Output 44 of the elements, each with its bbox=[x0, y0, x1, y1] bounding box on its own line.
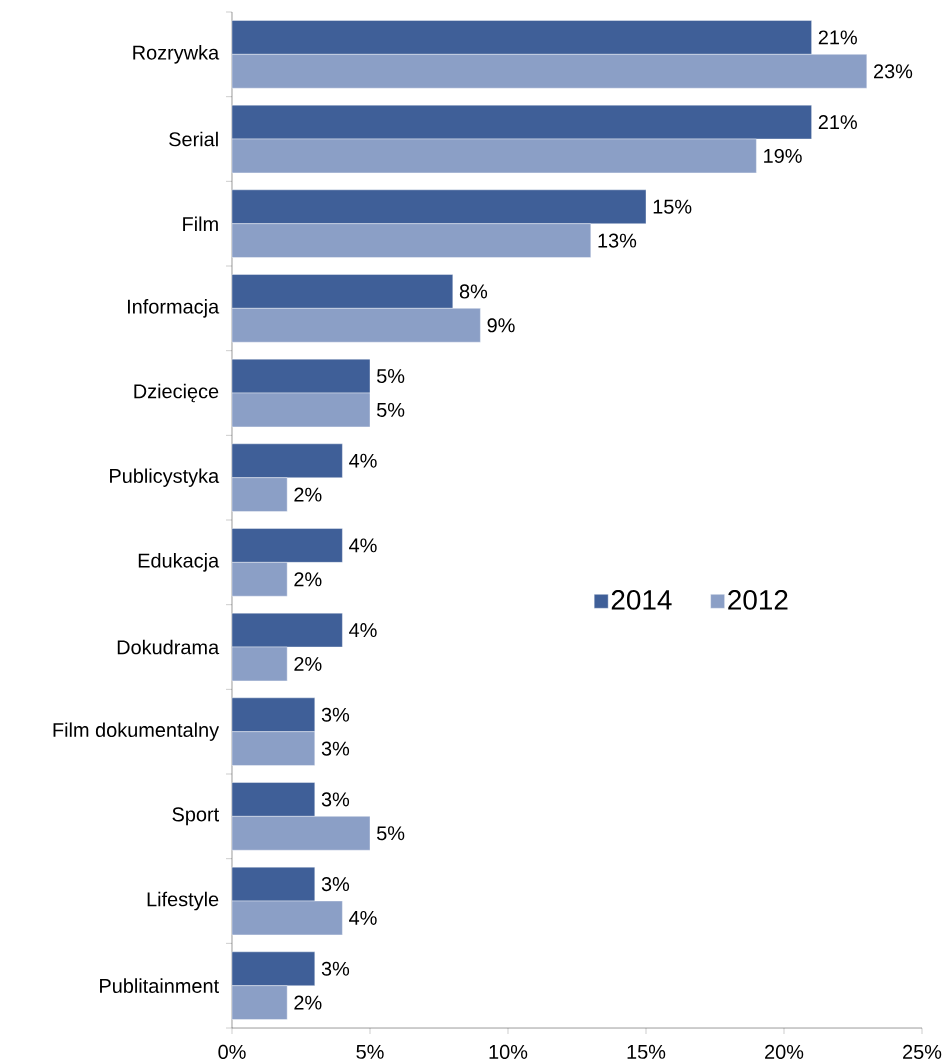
y-tick-label: Rozrywka bbox=[133, 45, 220, 64]
data-label: 2% bbox=[294, 656, 322, 671]
data-label: 2% bbox=[294, 572, 322, 587]
data-label: 13% bbox=[598, 233, 637, 248]
y-tick-label: Edukacja bbox=[138, 553, 220, 572]
data-label: 3% bbox=[321, 741, 350, 756]
y-tick-label: Film dokumentalny bbox=[53, 722, 220, 741]
legend-label: 2014 bbox=[611, 590, 672, 610]
data-label: 8% bbox=[459, 284, 488, 299]
data-label: 3% bbox=[321, 707, 350, 722]
x-tick-label: 5% bbox=[356, 1044, 384, 1059]
y-tick-label: Publicystyka bbox=[110, 468, 220, 487]
y-tick-label: Publitainment bbox=[100, 978, 219, 993]
data-label: 4% bbox=[349, 538, 377, 553]
data-label: 4% bbox=[349, 453, 377, 468]
data-label: 2% bbox=[294, 995, 322, 1010]
data-label: 23% bbox=[874, 64, 913, 79]
data-label: 9% bbox=[487, 318, 515, 333]
data-label: 21% bbox=[818, 30, 857, 45]
data-label: 5% bbox=[376, 402, 405, 417]
x-tick-label: 20% bbox=[765, 1044, 804, 1059]
data-label: 21% bbox=[818, 115, 857, 130]
x-tick-label: 15% bbox=[627, 1044, 666, 1059]
y-tick-label: Dziecięce bbox=[134, 383, 219, 403]
data-label: 15% bbox=[653, 199, 692, 214]
data-label: 2% bbox=[294, 487, 322, 502]
data-label: 4% bbox=[349, 623, 377, 638]
y-tick-label: Film bbox=[183, 216, 218, 231]
data-label: 3% bbox=[321, 961, 350, 976]
y-tick-label: Serial bbox=[169, 131, 218, 147]
y-tick-label: Lifestyle bbox=[147, 891, 219, 911]
legend-label: 2012 bbox=[728, 590, 788, 610]
x-tick-label: 10% bbox=[489, 1044, 528, 1059]
data-label: 4% bbox=[349, 910, 377, 925]
data-label: 19% bbox=[764, 148, 802, 163]
x-tick-label: 0% bbox=[218, 1044, 246, 1059]
y-tick-label: Dokudrama bbox=[117, 639, 220, 655]
data-label: 5% bbox=[376, 826, 405, 841]
data-label: 3% bbox=[321, 877, 350, 892]
data-label: 5% bbox=[376, 369, 405, 384]
data-label: 3% bbox=[321, 792, 350, 807]
x-tick-label: 25% bbox=[903, 1044, 942, 1059]
y-tick-label: Informacja bbox=[127, 299, 220, 318]
y-tick-label: Sport bbox=[172, 807, 219, 826]
